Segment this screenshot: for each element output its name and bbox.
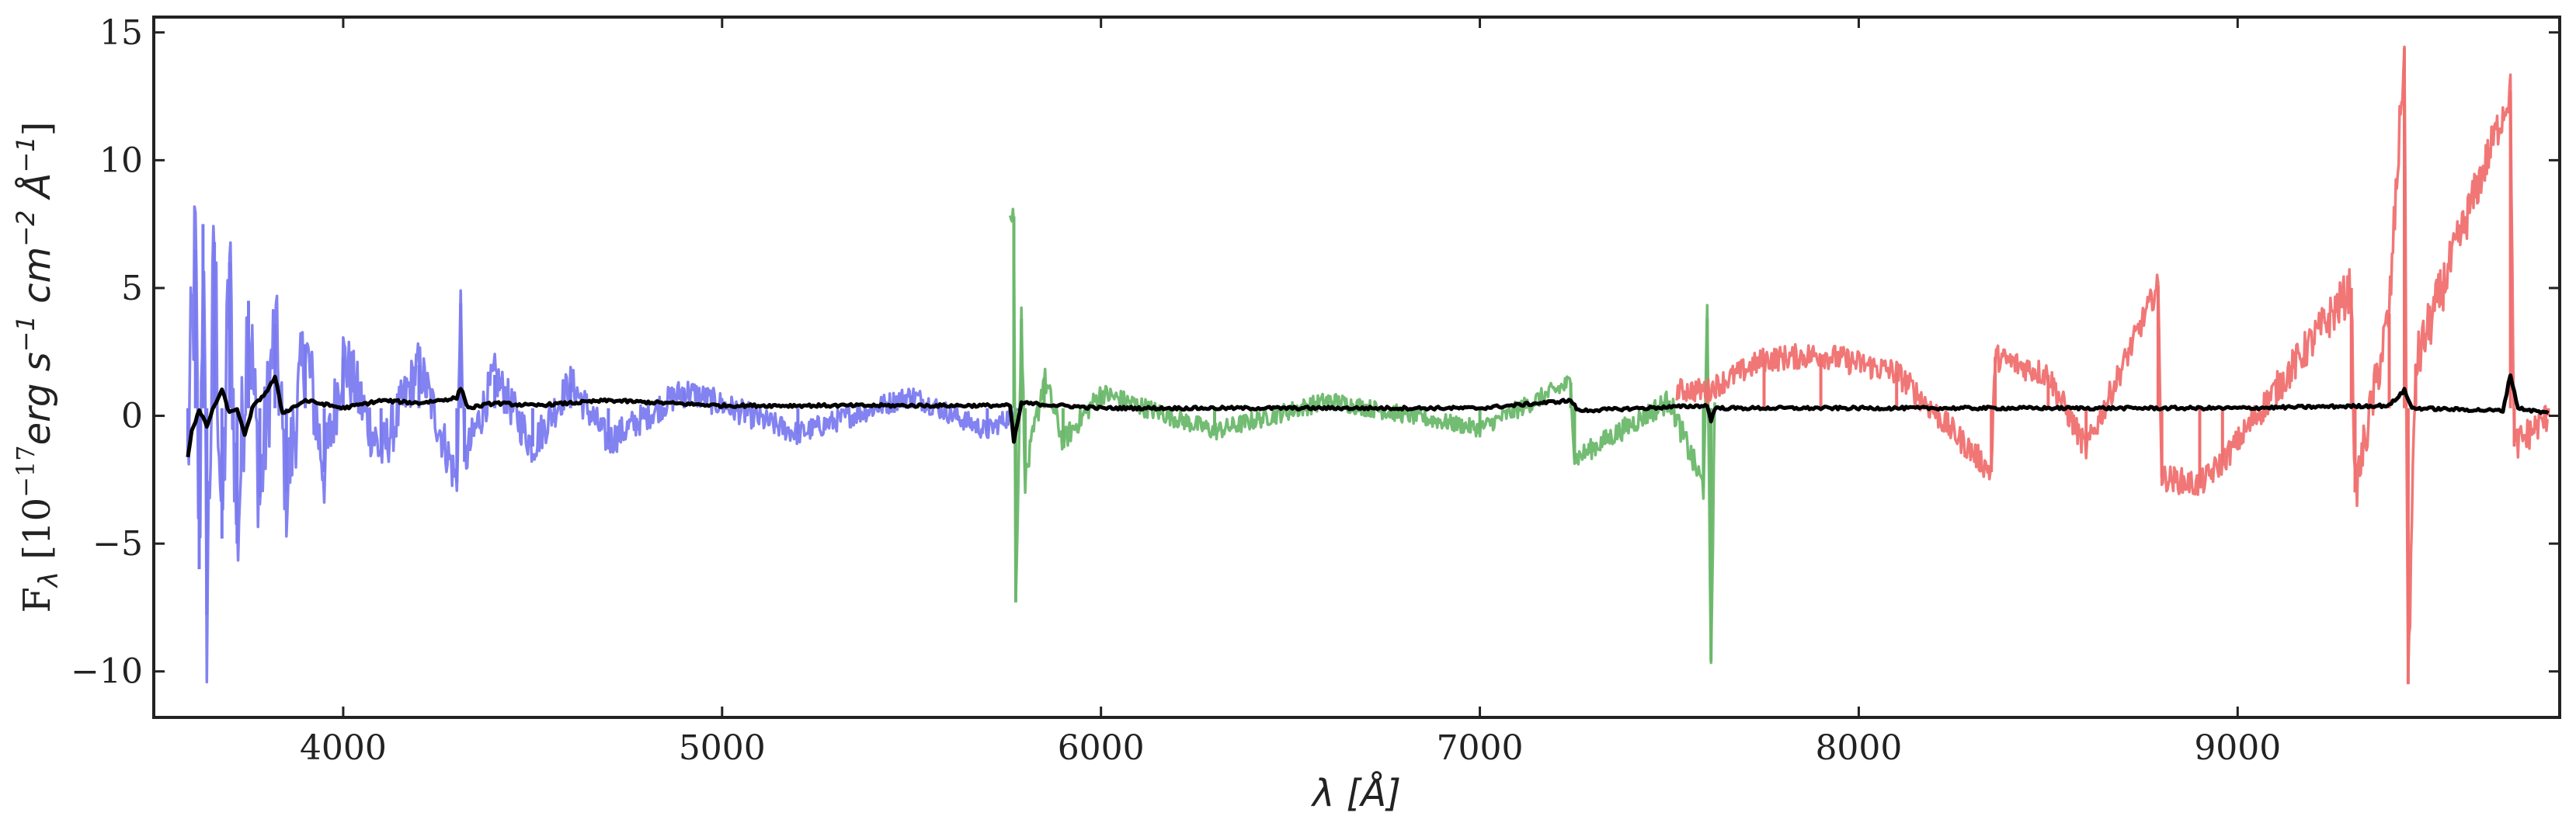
x-tick-label: 7000 [1437,728,1524,768]
x-tick-label: 9000 [2194,728,2281,768]
y-tick-label: −10 [71,652,143,692]
series-line-4 [186,373,2550,458]
y-tick-label: −5 [92,524,143,564]
x-axis-label: λ [Å] [1310,771,1401,815]
x-tick-label: 4000 [300,728,387,768]
y-tick-label: 5 [121,269,143,308]
series-line-1 [186,205,1019,684]
x-tick-label: 5000 [679,728,766,768]
x-tick-label: 8000 [1815,728,1902,768]
series-spikes-1 [186,224,1020,616]
series-layer [186,45,2550,685]
x-tick-label: 6000 [1058,728,1145,768]
y-tick-label: 0 [121,397,143,436]
plot-frame [152,16,2561,719]
y-tick-label: 10 [99,141,143,180]
series-spikes-3 [1705,47,2550,685]
y-axis-ticks: −10 −5 0 5 10 15 [71,13,2560,692]
series-spikes-2 [1012,216,1716,662]
x-axis-ticks: 4000 5000 6000 7000 8000 9000 [300,17,2281,768]
series-line-2 [1008,207,1716,665]
y-axis-label: Fλ [10−17erg s−1 cm−2 Å−1] [11,122,64,613]
y-tick-label: 15 [99,13,143,53]
series-line-3 [1675,45,2549,679]
